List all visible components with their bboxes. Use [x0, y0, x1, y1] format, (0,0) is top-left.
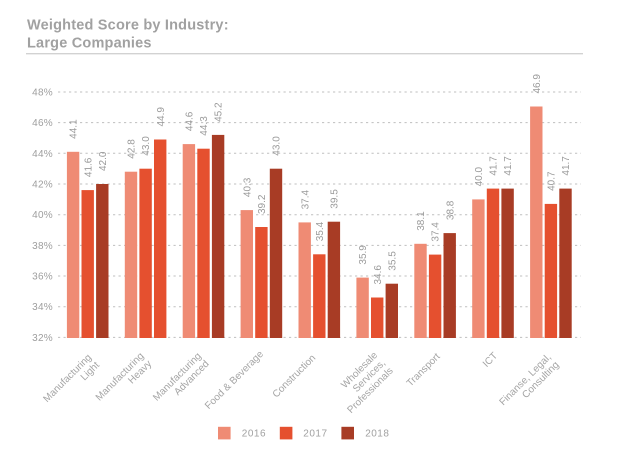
svg-text:38.8: 38.8 — [445, 200, 456, 220]
svg-text:32%: 32% — [32, 333, 53, 344]
svg-text:41.7: 41.7 — [489, 156, 500, 176]
svg-text:38%: 38% — [32, 241, 53, 252]
svg-text:38.1: 38.1 — [416, 211, 427, 231]
svg-text:46.9: 46.9 — [532, 74, 543, 94]
svg-text:42.8: 42.8 — [127, 139, 138, 159]
svg-text:39.5: 39.5 — [330, 189, 341, 209]
svg-text:42.0: 42.0 — [98, 151, 109, 171]
svg-text:40%: 40% — [32, 210, 53, 221]
svg-text:35.9: 35.9 — [358, 245, 369, 265]
svg-text:35.5: 35.5 — [387, 251, 398, 271]
svg-text:Weighted Score by Industry:: Weighted Score by Industry: — [27, 18, 229, 34]
svg-text:41.7: 41.7 — [503, 156, 514, 176]
svg-text:40.7: 40.7 — [547, 171, 558, 191]
svg-text:48%: 48% — [32, 88, 53, 99]
svg-text:40.0: 40.0 — [474, 166, 485, 186]
svg-text:44.3: 44.3 — [199, 116, 210, 136]
svg-text:37.4: 37.4 — [431, 222, 442, 242]
svg-text:43.0: 43.0 — [272, 136, 283, 156]
svg-text:41.6: 41.6 — [83, 157, 94, 177]
svg-text:2018: 2018 — [365, 429, 389, 440]
svg-text:44.1: 44.1 — [69, 119, 80, 139]
svg-text:39.2: 39.2 — [257, 194, 268, 214]
svg-text:41.7: 41.7 — [561, 156, 572, 176]
svg-text:42%: 42% — [32, 180, 53, 191]
svg-text:44%: 44% — [32, 149, 53, 160]
svg-text:35.4: 35.4 — [315, 221, 326, 241]
svg-text:46%: 46% — [32, 118, 53, 129]
svg-text:34%: 34% — [32, 302, 53, 313]
svg-text:40.3: 40.3 — [242, 177, 253, 197]
svg-text:Large Companies: Large Companies — [27, 36, 152, 52]
svg-text:44.6: 44.6 — [185, 111, 196, 131]
svg-text:43.0: 43.0 — [141, 136, 152, 156]
svg-text:37.4: 37.4 — [300, 189, 311, 209]
svg-text:2017: 2017 — [303, 429, 327, 440]
svg-text:2016: 2016 — [242, 429, 266, 440]
svg-text:34.6: 34.6 — [373, 265, 384, 285]
svg-text:45.2: 45.2 — [214, 102, 225, 122]
svg-text:36%: 36% — [32, 272, 53, 283]
svg-text:44.9: 44.9 — [156, 107, 167, 127]
